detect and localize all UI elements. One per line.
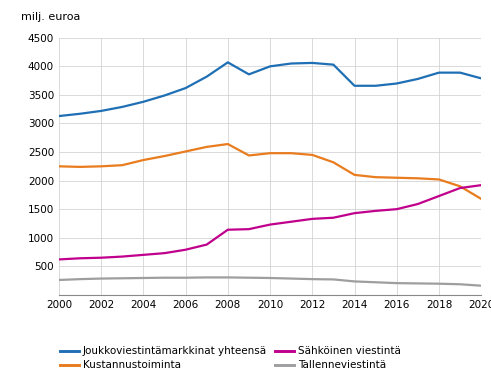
Text: milj. euroa: milj. euroa [21, 12, 81, 22]
Legend: Joukkoviestintämarkkinat yhteensä, Kustannustoiminta, Sähköinen viestintä, Talle: Joukkoviestintämarkkinat yhteensä, Kusta… [60, 346, 401, 370]
